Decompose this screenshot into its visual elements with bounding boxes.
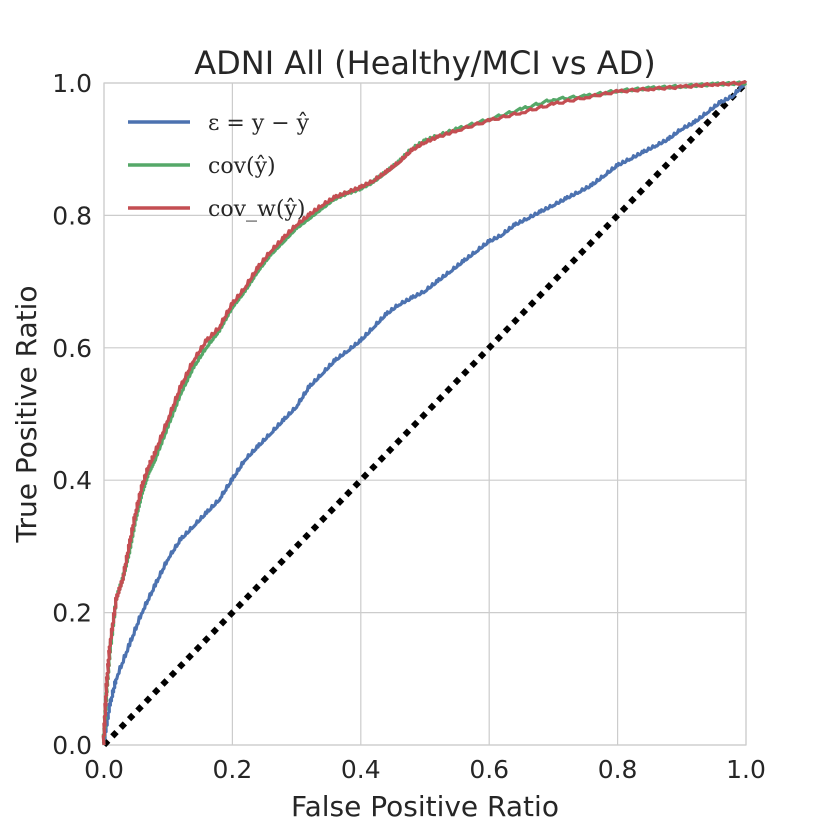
x-tick-label: 0.8 <box>598 755 638 784</box>
y-tick-label: 1.0 <box>52 69 92 98</box>
series-layer <box>101 80 748 746</box>
x-tick-label: 1.0 <box>726 755 766 784</box>
legend-label: ε = y − ŷ <box>208 111 310 136</box>
series-line-cov-w <box>101 80 748 746</box>
y-tick-label: 0.2 <box>52 599 92 628</box>
plot-frame <box>103 82 747 746</box>
x-tick-label: 0.4 <box>341 755 381 784</box>
chart-title: ADNI All (Healthy/MCI vs AD) <box>194 44 656 82</box>
x-tick-label: 0.0 <box>84 755 124 784</box>
y-tick-label: 0.0 <box>52 731 92 760</box>
x-tick-label: 0.2 <box>213 755 253 784</box>
y-tick-label: 0.6 <box>52 334 92 363</box>
legend: ε = y − ŷ cov(ŷ) cov_w(ŷ) <box>128 111 310 222</box>
y-tick-labels: 0.0 0.2 0.4 0.6 0.8 1.0 <box>52 69 92 760</box>
x-tick-labels: 0.0 0.2 0.4 0.6 0.8 1.0 <box>84 755 766 784</box>
chance-diagonal-line <box>101 80 749 748</box>
y-tick-label: 0.8 <box>52 201 92 230</box>
series-line-cov <box>101 80 748 746</box>
y-axis-label: True Positive Ratio <box>10 285 43 543</box>
legend-label: cov_w(ŷ) <box>208 197 305 222</box>
x-axis-label: False Positive Ratio <box>291 790 559 823</box>
x-tick-label: 0.6 <box>469 755 509 784</box>
y-tick-label: 0.4 <box>52 466 92 495</box>
series-line-epsilon <box>102 80 748 746</box>
legend-label: cov(ŷ) <box>208 154 276 179</box>
